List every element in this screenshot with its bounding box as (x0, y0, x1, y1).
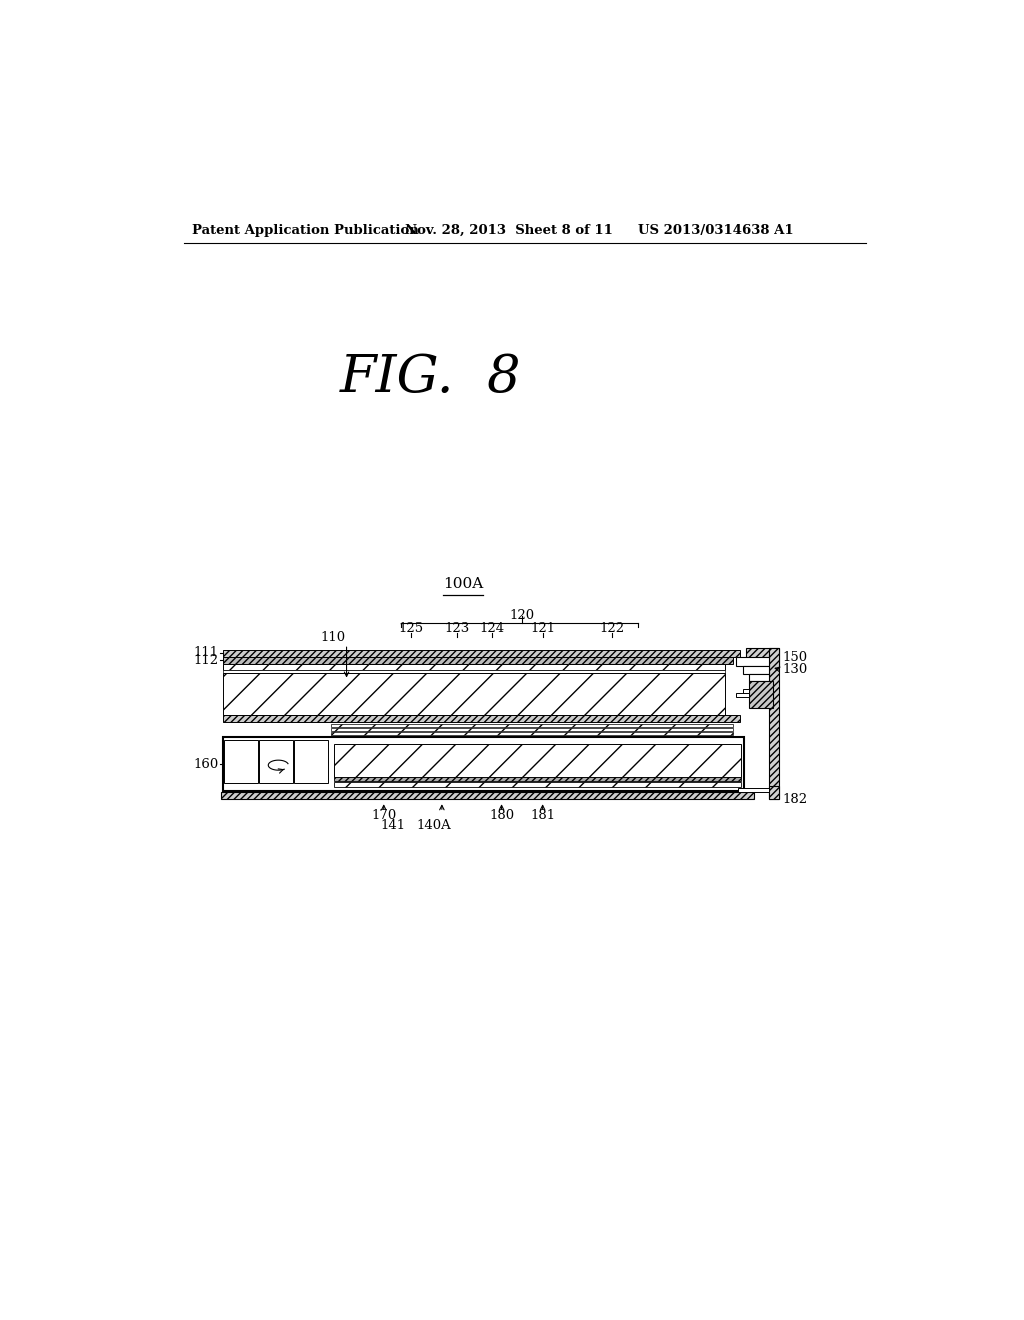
Text: Patent Application Publication: Patent Application Publication (191, 223, 418, 236)
Bar (331, 725, 732, 727)
Text: 140A: 140A (417, 820, 452, 833)
Bar (769, 648, 779, 799)
Bar (742, 665, 769, 673)
Bar (222, 664, 725, 671)
Bar (222, 671, 725, 673)
Text: 150: 150 (783, 651, 808, 664)
Text: 122: 122 (600, 622, 625, 635)
Text: 124: 124 (479, 622, 505, 635)
Text: 123: 123 (444, 622, 470, 635)
Bar (294, 739, 328, 783)
Text: 110: 110 (321, 631, 346, 644)
Bar (331, 729, 732, 731)
Bar (742, 689, 749, 693)
Text: Nov. 28, 2013  Sheet 8 of 11: Nov. 28, 2013 Sheet 8 of 11 (406, 223, 613, 236)
Bar (331, 737, 732, 738)
Bar (331, 733, 732, 735)
Bar (749, 673, 769, 681)
Bar (222, 715, 740, 722)
Text: 170: 170 (371, 809, 396, 822)
Text: 121: 121 (530, 622, 555, 635)
Text: FIG.  8: FIG. 8 (340, 352, 521, 404)
Bar (221, 792, 755, 799)
Bar (745, 648, 779, 668)
Text: 130: 130 (783, 663, 808, 676)
Bar (222, 738, 744, 792)
Text: 112: 112 (194, 653, 219, 667)
Text: 100A: 100A (442, 577, 483, 591)
Bar (334, 781, 741, 788)
Bar (224, 739, 258, 783)
Text: 160: 160 (194, 758, 219, 771)
Text: 180: 180 (489, 809, 514, 822)
Text: 120: 120 (509, 610, 535, 622)
Text: 111: 111 (194, 647, 219, 659)
Bar (334, 744, 741, 776)
Bar (222, 657, 732, 664)
Text: 181: 181 (530, 809, 555, 822)
Bar (222, 649, 740, 656)
Text: 125: 125 (398, 622, 424, 635)
Text: 141: 141 (381, 820, 406, 833)
Text: 182: 182 (783, 792, 808, 805)
Bar (738, 788, 769, 792)
Bar (222, 673, 725, 715)
Text: US 2013/0314638 A1: US 2013/0314638 A1 (638, 223, 794, 236)
Bar (736, 693, 749, 697)
Bar (749, 681, 773, 708)
Bar (259, 739, 293, 783)
Bar (334, 776, 741, 780)
Bar (769, 785, 779, 799)
Bar (736, 656, 769, 665)
